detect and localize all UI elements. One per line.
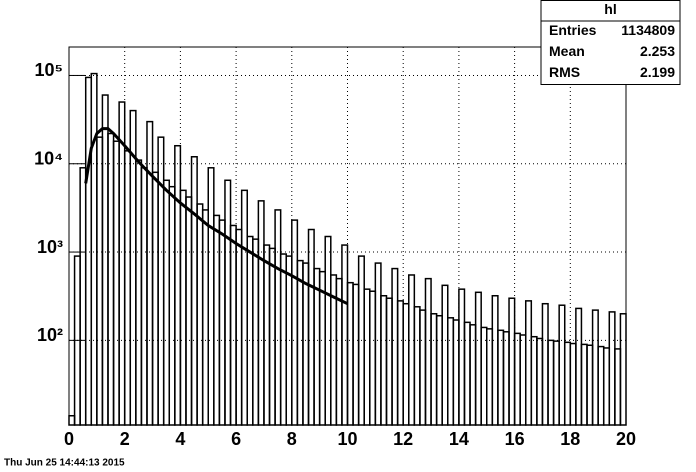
stats-value: 2.253 bbox=[640, 43, 675, 59]
x-tick-label: 4 bbox=[175, 429, 185, 449]
y-tick-label: 10³ bbox=[37, 237, 63, 257]
date-stamp: Thu Jun 25 14:44:13 2015 bbox=[4, 458, 125, 469]
x-tick-label: 20 bbox=[616, 429, 636, 449]
stats-value: 1134809 bbox=[621, 22, 675, 38]
y-tick-label: 10⁴ bbox=[34, 149, 63, 169]
stats-label: Entries bbox=[549, 22, 597, 38]
bar bbox=[619, 313, 627, 426]
stats-box bbox=[540, 0, 681, 85]
x-tick-label: 2 bbox=[120, 429, 130, 449]
y-tick-label: 10⁵ bbox=[35, 60, 63, 80]
x-tick-label: 10 bbox=[337, 429, 357, 449]
x-tick-label: 14 bbox=[449, 429, 469, 449]
x-tick-label: 6 bbox=[231, 429, 241, 449]
x-tick-label: 8 bbox=[287, 429, 297, 449]
x-tick-label: 18 bbox=[560, 429, 580, 449]
x-tick-label: 12 bbox=[393, 429, 413, 449]
x-tick-label: 16 bbox=[505, 429, 525, 449]
x-tick-label: 0 bbox=[64, 429, 74, 449]
stats-label: Mean bbox=[549, 43, 585, 59]
y-tick-label: 10² bbox=[37, 325, 63, 345]
stats-label: RMS bbox=[549, 64, 580, 80]
fit-curve bbox=[84, 127, 349, 306]
stats-title: hl bbox=[604, 1, 616, 17]
stats-value: 2.199 bbox=[640, 64, 675, 80]
